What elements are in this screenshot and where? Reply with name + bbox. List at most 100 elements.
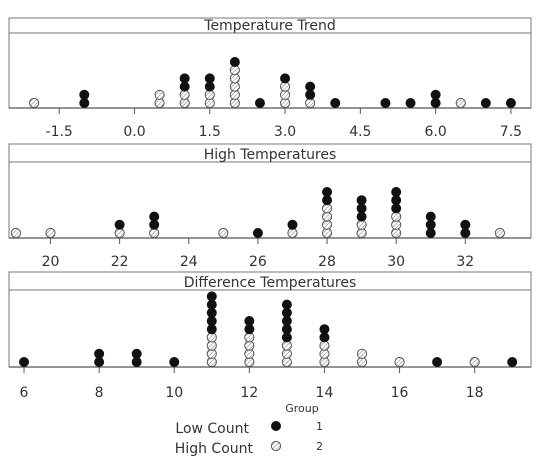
- data-point-group-1: [319, 324, 330, 335]
- legend-group-2: 2: [316, 440, 323, 453]
- data-point-group-1: [380, 98, 391, 109]
- data-point-group-2: [154, 89, 165, 100]
- x-tick-label: 30: [387, 254, 405, 270]
- x-tick-label: 28: [318, 254, 336, 270]
- data-point-group-1: [460, 219, 471, 230]
- data-point-group-2: [244, 340, 255, 351]
- data-point-group-1: [507, 356, 518, 367]
- data-point-group-2: [244, 332, 255, 343]
- x-tick-label: 10: [165, 385, 183, 401]
- panel-2: High Temperatures 20 22 24 26 28 30 32: [8, 143, 532, 270]
- data-point-group-2: [279, 97, 291, 109]
- data-point-group-1: [405, 98, 416, 109]
- data-point-group-2: [204, 89, 215, 100]
- data-point-group-2: [356, 227, 367, 239]
- data-point-group-2-ring: [494, 227, 505, 239]
- data-point-group-1: [430, 89, 441, 100]
- panel-1: Temperature Trend -1.5 0.0 1.5 3.0 4.5 6.0 7.5: [8, 17, 532, 140]
- data-point-group-1: [131, 348, 142, 359]
- legend-group-1: 1: [316, 420, 323, 433]
- data-point-group-2: [281, 340, 292, 351]
- legend-marker-group-1: [270, 420, 281, 431]
- data-point-group-2: [179, 89, 190, 100]
- data-point-group-1: [149, 211, 160, 222]
- data-point-group-2-ring: [394, 356, 405, 368]
- x-tick-label: 7.5: [500, 124, 522, 140]
- data-point-group-1: [94, 348, 105, 359]
- panel-title: Difference Temperatures: [184, 275, 357, 291]
- data-point-group-2: [229, 89, 240, 100]
- data-point-group-2: [319, 348, 330, 359]
- data-point-group-1: [114, 219, 125, 230]
- x-tick-label: 32: [456, 254, 474, 270]
- data-point-group-2: [229, 97, 240, 109]
- data-point-group-2-ring: [10, 227, 22, 239]
- legend-title: Group: [285, 402, 319, 415]
- data-point-group-2: [149, 227, 160, 239]
- data-point-group-2: [229, 65, 240, 76]
- data-point-group-1: [169, 356, 180, 367]
- data-point-group-2-ring: [45, 227, 56, 239]
- data-point-group-2: [356, 348, 368, 359]
- data-point-group-2: [206, 332, 217, 343]
- data-point-group-1: [305, 81, 316, 92]
- legend-marker-group-2-ring: [270, 440, 282, 452]
- data-point-group-2: [281, 356, 292, 368]
- data-point-group-1: [322, 186, 333, 197]
- data-point-group-2: [394, 356, 405, 368]
- data-point-group-2: [356, 219, 367, 230]
- data-point-group-1: [425, 211, 436, 222]
- x-tick-label: 18: [466, 385, 484, 401]
- data-point-group-2: [10, 227, 22, 239]
- data-point-group-2: [28, 97, 40, 109]
- data-point-group-1: [281, 299, 292, 310]
- data-point-group-2-ring: [154, 89, 165, 100]
- x-tick-label: 24: [180, 254, 198, 270]
- x-tick-label: 6.0: [425, 124, 447, 140]
- data-point-group-1: [330, 98, 341, 109]
- data-point-group-1: [432, 356, 443, 367]
- data-point-group-2: [469, 356, 480, 368]
- data-point-group-2: [204, 97, 215, 109]
- data-point-group-2-ring: [356, 348, 368, 359]
- x-tick-label: 16: [391, 385, 409, 401]
- x-tick-label: 14: [316, 385, 334, 401]
- x-tick-label: 8: [95, 385, 104, 401]
- panel-3: Difference Temperatures 6 8 10 12 14 16 18: [8, 271, 532, 401]
- data-point-group-1: [280, 73, 291, 84]
- data-point-group-2: [244, 356, 255, 368]
- data-point-group-1: [244, 315, 255, 326]
- legend-label-high-count: High Count: [175, 441, 254, 457]
- x-tick-label: 6: [20, 385, 29, 401]
- x-tick-label: 3.0: [274, 124, 296, 140]
- data-point-group-1: [356, 195, 367, 206]
- data-point-group-2: [45, 227, 56, 239]
- legend-marker-group-2: [270, 440, 282, 452]
- data-point-group-2-ring: [28, 97, 40, 109]
- x-tick-label: 22: [111, 254, 129, 270]
- data-point-group-1: [206, 291, 217, 302]
- data-point-group-2: [179, 97, 190, 109]
- legend-label-low-count: Low Count: [175, 421, 249, 437]
- data-point-group-2: [494, 227, 505, 239]
- data-point-group-2-ring: [218, 227, 229, 239]
- data-point-group-1: [391, 186, 402, 197]
- data-point-group-2: [455, 97, 466, 109]
- data-point-group-2: [229, 73, 240, 84]
- data-point-group-2: [206, 348, 217, 359]
- panel-title: High Temperatures: [204, 147, 337, 163]
- data-point-group-2-ring: [469, 356, 480, 368]
- x-tick-label: -1.5: [46, 124, 73, 140]
- data-point-group-1: [252, 227, 263, 238]
- data-point-group-1: [229, 57, 240, 68]
- data-point-group-1: [204, 73, 215, 84]
- x-tick-label: 1.5: [199, 124, 221, 140]
- data-point-group-1: [505, 98, 516, 109]
- data-point-group-2-ring: [455, 97, 466, 109]
- x-tick-label: 12: [240, 385, 258, 401]
- data-point-group-1: [287, 219, 298, 230]
- x-tick-label: 20: [42, 254, 60, 270]
- x-tick-label: 4.5: [349, 124, 371, 140]
- x-tick-label: 0.0: [123, 124, 145, 140]
